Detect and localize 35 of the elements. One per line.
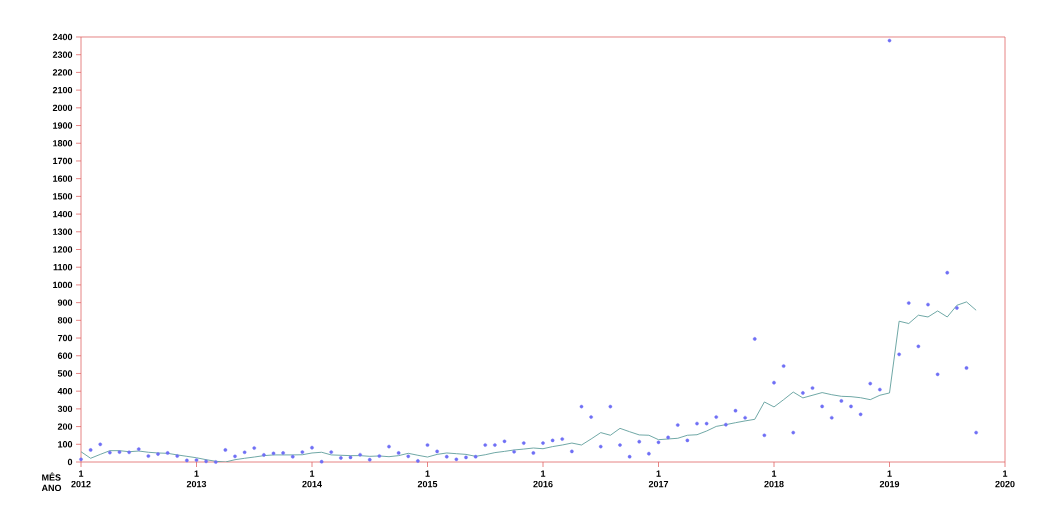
x-tick-label: 1 2016 — [533, 470, 553, 488]
x-axis-title: MÊS ANO — [41, 472, 62, 492]
y-tick-label: 1000 — [53, 281, 73, 289]
y-tick-label: 2100 — [52, 86, 73, 94]
x-tick-label: 1 2012 — [71, 470, 91, 488]
y-tick-label: 2300 — [52, 51, 73, 58]
x-tick-label: 1 2018 — [764, 470, 784, 488]
x-tick-label: 1 2020 — [995, 470, 1015, 488]
y-tick-label: 1600 — [53, 175, 73, 182]
x-tick-label: 1 2014 — [302, 470, 322, 488]
x-tick-label: 1 2017 — [648, 470, 669, 488]
y-tick-label: 1200 — [53, 246, 73, 253]
y-tick-label: 2000 — [52, 104, 73, 112]
x-tick-label: 1 2015 — [417, 470, 438, 488]
y-tick-label: 2200 — [52, 69, 73, 76]
y-tick-label: 200 — [57, 423, 73, 430]
x-tick-label: 1 2019 — [879, 470, 900, 488]
y-tick-label: 1300 — [53, 228, 73, 235]
y-tick-label: 400 — [57, 387, 73, 395]
y-tick-label: 1100 — [53, 264, 73, 271]
y-tick-label: 1400 — [53, 210, 73, 218]
y-tick-label: 100 — [58, 441, 73, 448]
y-tick-label: 1800 — [53, 140, 73, 147]
y-tick-label: 0 — [67, 458, 73, 466]
y-tick-label: 700 — [57, 334, 73, 342]
y-tick-label: 300 — [57, 405, 73, 413]
y-tick-label: 1700 — [53, 157, 73, 165]
y-tick-label: 900 — [57, 299, 73, 306]
x-tick-label: 1 2013 — [186, 470, 207, 488]
y-tick-label: 800 — [57, 317, 73, 324]
y-tick-label: 600 — [57, 352, 73, 359]
y-tick-label: 1900 — [53, 122, 73, 129]
y-tick-label: 500 — [57, 370, 73, 377]
y-tick-label: 1500 — [53, 193, 73, 200]
y-tick-label: 2400 — [52, 33, 73, 41]
